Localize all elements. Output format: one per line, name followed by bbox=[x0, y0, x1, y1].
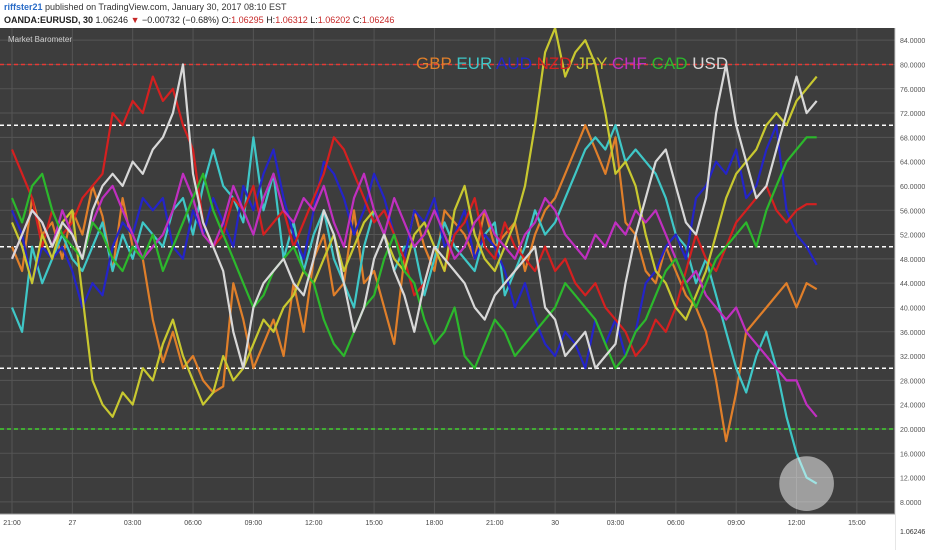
y-tick-label: 48.0000 bbox=[900, 257, 925, 264]
series-line-cad bbox=[10, 136, 817, 370]
publish-text: published on TradingView.com, January 30… bbox=[42, 2, 287, 12]
last-price: 1.06246 bbox=[95, 15, 129, 25]
legend-nzd: NZD bbox=[537, 54, 577, 73]
series-line-nzd bbox=[10, 75, 817, 358]
low-value: 1.06202 bbox=[317, 15, 351, 25]
x-tick-label: 15:00 bbox=[848, 520, 866, 527]
y-tick-label: 28.0000 bbox=[900, 378, 925, 385]
y-tick-label: 56.0000 bbox=[900, 208, 925, 215]
y-tick-label: 84.0000 bbox=[900, 38, 925, 45]
y-tick-label: 32.0000 bbox=[900, 354, 925, 361]
time-scale bbox=[0, 514, 895, 550]
y-tick-label: 52.0000 bbox=[900, 233, 925, 240]
legend-aud: AUD bbox=[496, 54, 537, 73]
market-barometer-chart[interactable]: 8.0000 12.0000 16.0000 20.0000 24.0000 28.000… bbox=[0, 26, 932, 550]
series-line-usd bbox=[10, 63, 818, 370]
symbol-label[interactable]: OANDA:EURUSD, 30 bbox=[4, 15, 94, 25]
chart-area[interactable]: 8.0000 12.0000 16.0000 20.0000 24.0000 28.000… bbox=[0, 26, 932, 550]
x-tick-label: 03:00 bbox=[607, 520, 625, 527]
legend: GBP EUR AUD NZD JPY CHF CAD USD bbox=[416, 54, 728, 73]
ohlc-info: OANDA:EURUSD, 30 1.06246 ▼ −0.00732 (−0.… bbox=[4, 15, 394, 25]
highlight-circle bbox=[779, 456, 834, 511]
x-tick-label: 15:00 bbox=[365, 520, 383, 527]
y-tick-label: 36.0000 bbox=[900, 330, 925, 337]
close-label: C: bbox=[352, 15, 362, 25]
y-tick-label: 64.0000 bbox=[900, 160, 925, 167]
price-label: 1.06246 bbox=[900, 529, 925, 536]
y-tick-label: 80.0000 bbox=[900, 62, 925, 69]
plot-background bbox=[0, 28, 895, 514]
legend-cad: CAD bbox=[652, 54, 693, 73]
chart-header: riffster21 published on TradingView.com,… bbox=[0, 0, 932, 28]
y-tick-label: 40.0000 bbox=[900, 305, 925, 312]
legend-eur: EUR bbox=[456, 54, 496, 73]
down-arrow-icon: ▼ bbox=[130, 15, 140, 25]
y-tick-label: 76.0000 bbox=[900, 87, 925, 94]
legend-chf: CHF bbox=[612, 54, 652, 73]
legend-gbp: GBP bbox=[416, 54, 456, 73]
legend-jpy: JPY bbox=[576, 54, 612, 73]
x-tick-label: 06:00 bbox=[667, 520, 685, 527]
y-tick-label: 24.0000 bbox=[900, 403, 925, 410]
x-tick-label: 12:00 bbox=[788, 520, 806, 527]
low-label: L: bbox=[310, 15, 318, 25]
price-scale bbox=[895, 28, 932, 550]
x-tick-label: 21:00 bbox=[3, 520, 21, 527]
series-line-jpy bbox=[10, 26, 818, 418]
y-tick-label: 12.0000 bbox=[900, 476, 925, 483]
y-tick-label: 68.0000 bbox=[900, 135, 925, 142]
y-tick-label: 44.0000 bbox=[900, 281, 925, 288]
legend-usd: USD bbox=[692, 54, 728, 73]
open-label: O: bbox=[221, 15, 232, 25]
high-label: H: bbox=[266, 15, 276, 25]
close-value: 1.06246 bbox=[361, 15, 395, 25]
x-tick-label: 09:00 bbox=[245, 520, 263, 527]
x-tick-label: 03:00 bbox=[124, 520, 142, 527]
series-line-aud bbox=[10, 124, 818, 370]
y-tick-label: 16.0000 bbox=[900, 451, 925, 458]
y-tick-label: 60.0000 bbox=[900, 184, 925, 191]
author-link[interactable]: riffster21 bbox=[4, 2, 43, 12]
x-tick-label: 09:00 bbox=[727, 520, 745, 527]
price-change: −0.00732 (−0.68%) bbox=[142, 15, 220, 25]
indicator-title: Market Barometer bbox=[8, 35, 72, 44]
y-tick-label: 20.0000 bbox=[900, 427, 925, 434]
high-value: 1.06312 bbox=[275, 15, 308, 25]
x-tick-label: 06:00 bbox=[184, 520, 202, 527]
x-tick-label: 12:00 bbox=[305, 520, 323, 527]
x-tick-label: 18:00 bbox=[426, 520, 444, 527]
y-tick-label: 8.0000 bbox=[900, 500, 922, 507]
x-tick-label: 21:00 bbox=[486, 520, 504, 527]
open-value: 1.06295 bbox=[231, 15, 264, 25]
y-tick-label: 72.0000 bbox=[900, 111, 925, 118]
x-tick-label: 30 bbox=[551, 520, 559, 527]
x-tick-label: 27 bbox=[68, 520, 76, 527]
publish-info: riffster21 published on TradingView.com,… bbox=[4, 2, 287, 12]
